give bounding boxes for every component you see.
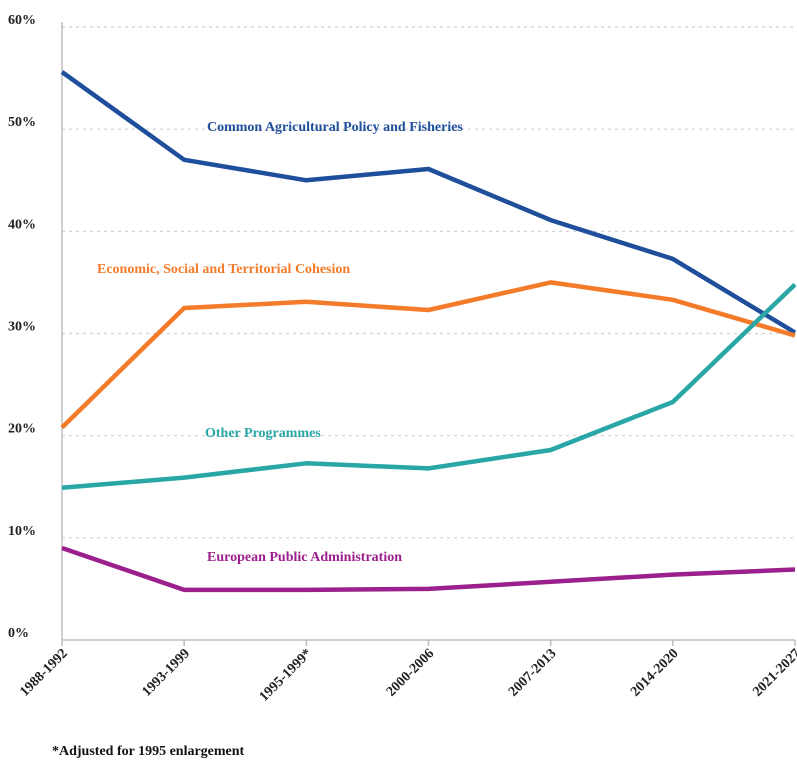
cohesion-label: Economic, Social and Territorial Cohesio… bbox=[97, 262, 350, 277]
y-tick-label: 60% bbox=[8, 13, 36, 28]
y-tick-label: 20% bbox=[8, 422, 36, 437]
grid-lines bbox=[62, 26, 795, 539]
footnote: *Adjusted for 1995 enlargement bbox=[52, 744, 245, 759]
public-administration-label: European Public Administration bbox=[207, 550, 402, 565]
x-tick-label: 1993-1999 bbox=[139, 646, 193, 700]
other-programmes-line bbox=[61, 282, 797, 491]
y-tick-label: 40% bbox=[8, 217, 36, 232]
y-tick-label: 30% bbox=[8, 320, 36, 335]
x-tick-label: 2021-2027 bbox=[750, 646, 797, 700]
cap-fisheries-label: Common Agricultural Policy and Fisheries bbox=[207, 120, 463, 135]
axes bbox=[61, 22, 796, 646]
x-tick-label: 1995-1999* bbox=[257, 646, 315, 704]
x-axis-tick-labels: 1988-1992 1993-1999 1995-1999* 2000-2006 200… bbox=[17, 646, 797, 704]
series-labels: Common Agricultural Policy and Fisheries… bbox=[97, 120, 463, 565]
x-tick-label: 2014-2020 bbox=[628, 646, 682, 700]
x-tick-label: 2000-2006 bbox=[384, 646, 438, 700]
y-tick-label: 0% bbox=[8, 626, 29, 641]
y-tick-label: 10% bbox=[8, 524, 36, 539]
x-tick-label: 1988-1992 bbox=[17, 646, 71, 700]
x-tick-label: 2007-2013 bbox=[506, 646, 560, 700]
cohesion-line bbox=[60, 280, 796, 430]
y-tick-label: 50% bbox=[8, 115, 36, 130]
cap-fisheries-line bbox=[60, 70, 797, 335]
public-administration-line bbox=[61, 545, 796, 593]
other-programmes-label: Other Programmes bbox=[205, 426, 321, 441]
series-lines bbox=[60, 70, 797, 593]
y-axis-tick-labels: 0% 10% 20% 30% 40% 50% 60% bbox=[8, 13, 36, 641]
